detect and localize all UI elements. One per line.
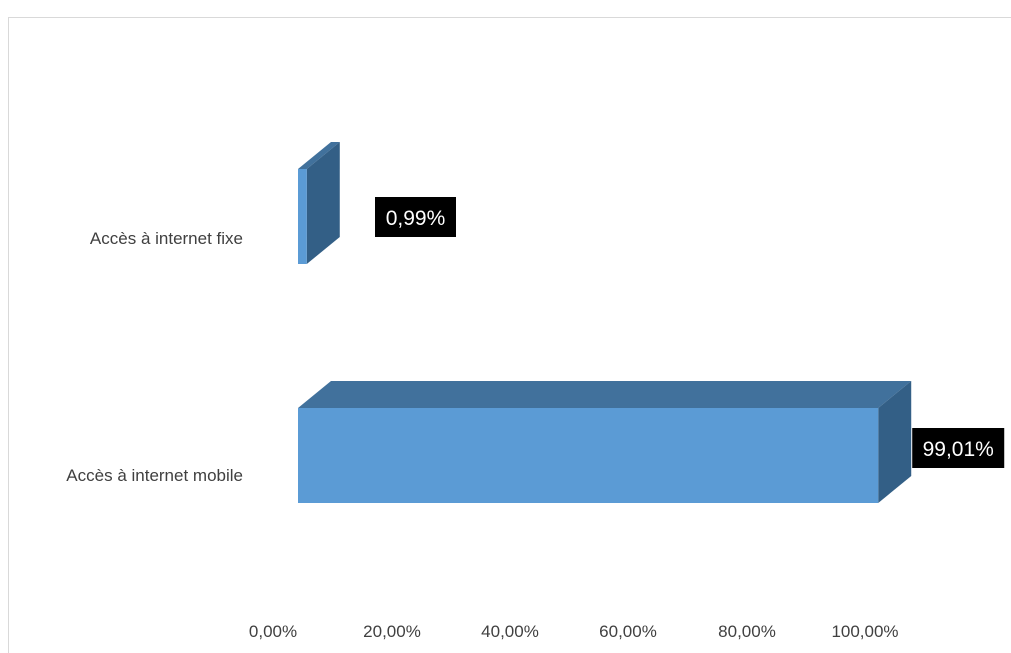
data-label: 99,01% — [912, 428, 1004, 468]
bar-front-face — [298, 408, 878, 503]
bar-top-face — [298, 381, 911, 408]
x-tick-label: 0,00% — [249, 622, 297, 641]
bar-0 — [298, 142, 340, 264]
x-tick-label: 80,00% — [718, 622, 776, 641]
bar-front-face — [298, 169, 307, 264]
x-tick-label: 20,00% — [363, 622, 421, 641]
data-label-text: 0,99% — [386, 207, 446, 230]
bars-layer — [298, 142, 911, 503]
data-label-text: 99,01% — [923, 438, 994, 461]
x-tick-label: 100,00% — [831, 622, 898, 641]
x-tick-label: 40,00% — [481, 622, 539, 641]
x-tick-label: 60,00% — [599, 622, 657, 641]
category-label: Accès à internet mobile — [66, 466, 243, 485]
bar-1 — [298, 381, 911, 503]
category-label: Accès à internet fixe — [90, 229, 243, 248]
data-label: 0,99% — [375, 197, 456, 237]
